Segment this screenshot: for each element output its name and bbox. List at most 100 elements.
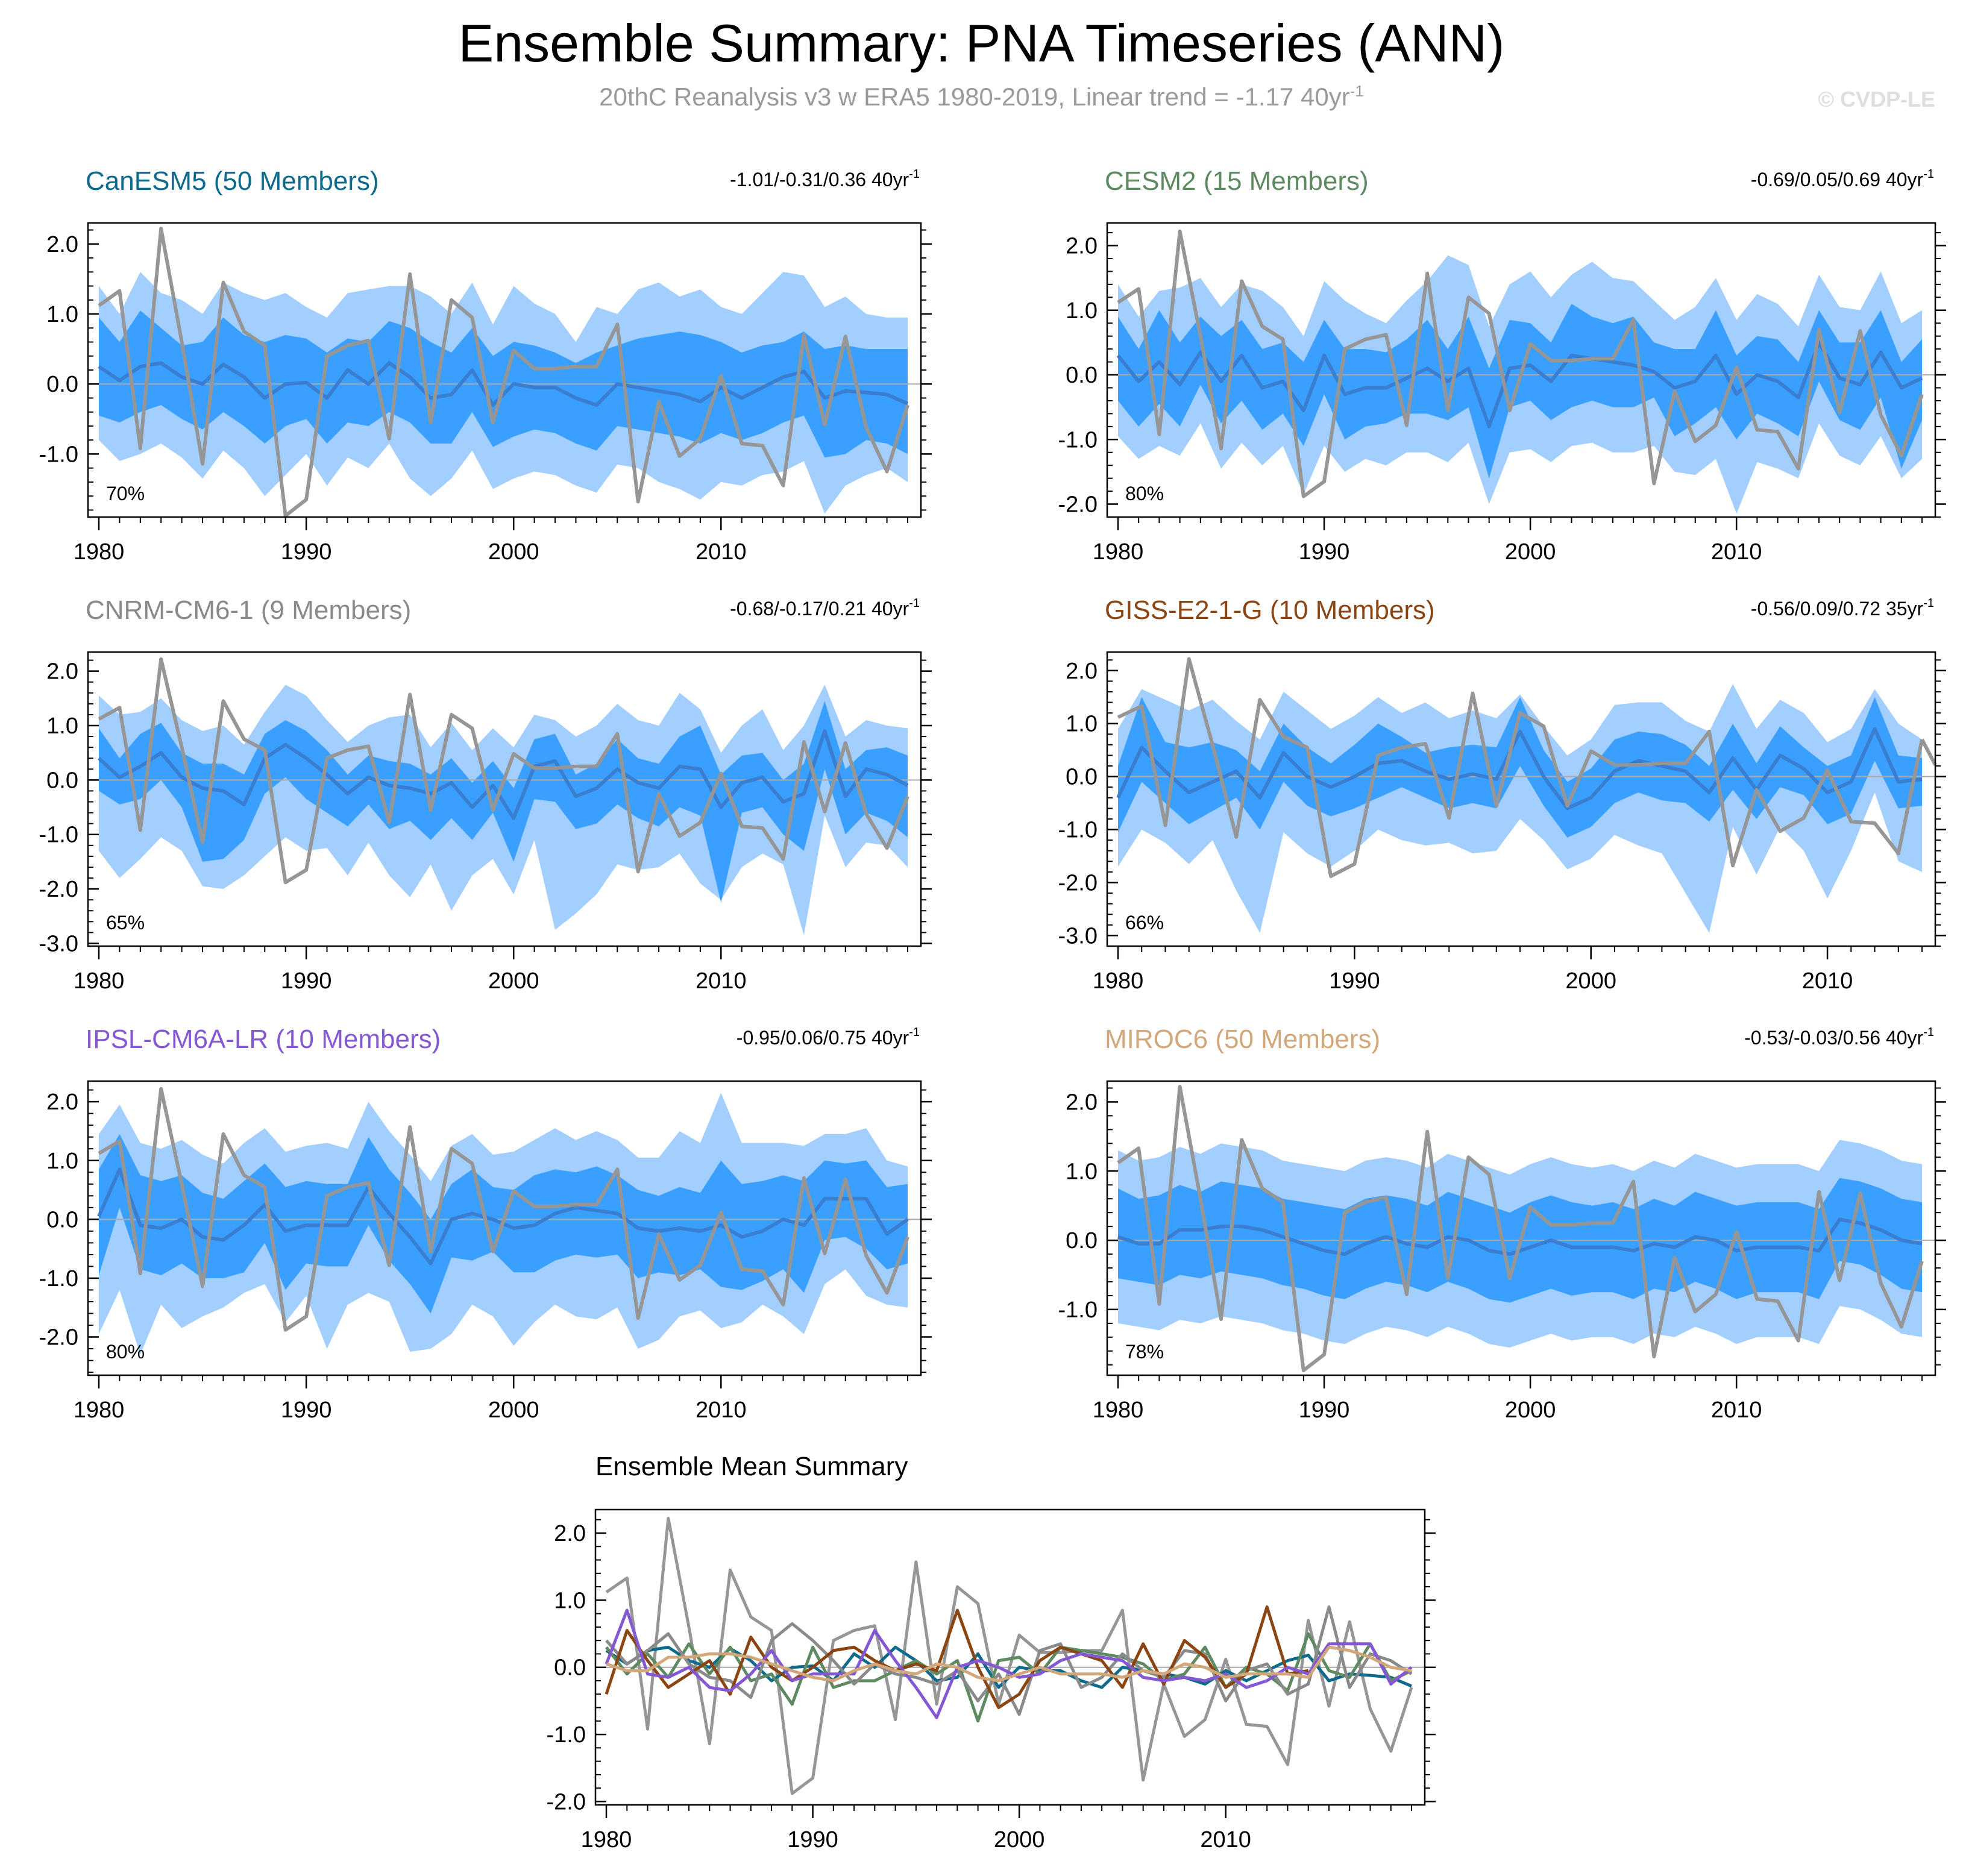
y-tick-label: -3.0 (39, 931, 78, 956)
ensemble-mean-line (1116, 340, 1923, 428)
y-tick-label: -1.0 (1058, 1297, 1098, 1323)
chart-panel-miroc6: MIROC6 (50 Members) -0.53/-0.03/0.56 40yr… (1058, 1024, 1946, 1423)
percent-label: 66% (1125, 912, 1164, 933)
trend-range-value: -1.01/-0.31/0.36 40yr (730, 169, 909, 190)
percent-label: 65% (106, 912, 145, 933)
panel-title: CanESM5 (50 Members) (86, 166, 379, 196)
watermark: © CVDP-LE (1818, 87, 1935, 111)
observation-line (1117, 229, 1924, 498)
y-tick-label: -2.0 (1058, 870, 1098, 896)
x-tick-label: 1990 (281, 1398, 332, 1423)
panel-title: CESM2 (15 Members) (1105, 166, 1369, 196)
chart-panel-cnrm: CNRM-CM6-1 (9 Members) -0.68/-0.17/0.21 4… (39, 595, 932, 994)
y-tick-label: -1.0 (547, 1722, 586, 1748)
chart-panel-ensemble-mean: Ensemble Mean Summary -2.0 -1.0 0.0 1.0 2.0 19… (547, 1452, 1436, 1852)
trend-range-value: -0.53/-0.03/0.56 40yr (1744, 1027, 1923, 1049)
percent-label: 80% (106, 1341, 145, 1363)
y-tick-label: 2.0 (1066, 234, 1098, 259)
chart-panel-ipsl: IPSL-CM6A-LR (10 Members) -0.95/0.06/0.75… (39, 1024, 932, 1423)
trend-range-label: -0.95/0.06/0.75 40yr-1 (737, 1026, 920, 1049)
y-tick-label: -2.0 (1058, 492, 1098, 518)
y-tick-label: 0.0 (46, 1207, 78, 1232)
x-tick-label: 1980 (1093, 968, 1144, 994)
x-tick-label: 2000 (1505, 539, 1556, 565)
ensemble-mean-line (98, 361, 909, 407)
x-tick-label: 1990 (281, 539, 332, 565)
y-tick-label: 0.0 (46, 372, 78, 397)
y-tick-label: 2.0 (46, 1090, 78, 1115)
x-tick-label: 1980 (581, 1827, 632, 1852)
plot-frame (87, 1080, 922, 1376)
y-tick-label: 1.0 (1066, 1159, 1098, 1184)
subtitle-exponent: -1 (1349, 82, 1364, 100)
ensemble-mean-line (1117, 1217, 1923, 1256)
trend-range-label: -0.56/0.09/0.72 35yr-1 (1751, 597, 1934, 620)
trend-range-label: -1.01/-0.31/0.36 40yr-1 (730, 168, 920, 190)
plot-frame (1106, 222, 1936, 518)
figure-subtitle: 20thC Reanalysis v3 w ERA5 1980-2019, Li… (0, 82, 1963, 111)
trend-range-value: -0.56/0.09/0.72 35yr (1751, 598, 1924, 620)
y-tick-label: -3.0 (1058, 923, 1098, 949)
x-tick-label: 1990 (1329, 968, 1380, 994)
y-tick-label: -2.0 (39, 1325, 78, 1351)
plot-frame (87, 651, 922, 947)
observation-line (98, 227, 909, 518)
trend-range-exponent: -1 (909, 1026, 920, 1039)
panel-title: Ensemble Mean Summary (595, 1452, 908, 1481)
x-tick-label: 2000 (1565, 968, 1616, 994)
x-tick-label: 2010 (696, 1398, 747, 1423)
plot-frame (1106, 651, 1936, 947)
x-tick-label: 1990 (281, 968, 332, 994)
spread-band-inner (1118, 304, 1922, 478)
x-tick-label: 2000 (488, 1398, 539, 1423)
trend-range-exponent: -1 (909, 168, 920, 181)
y-tick-label: 2.0 (1066, 659, 1098, 684)
trend-range-label: -0.69/0.05/0.69 40yr-1 (1751, 168, 1934, 190)
trend-range-value: -0.95/0.06/0.75 40yr (737, 1027, 909, 1049)
y-tick-label: 0.0 (1066, 765, 1098, 790)
plot-frame (594, 1508, 1426, 1806)
x-tick-label: 1990 (787, 1827, 838, 1852)
plot-frame (1106, 1080, 1936, 1376)
observation-line (1117, 657, 1924, 878)
x-tick-label: 1980 (74, 1398, 125, 1423)
x-tick-label: 1980 (74, 968, 125, 994)
trend-range-exponent: -1 (1923, 597, 1934, 610)
x-tick-label: 2010 (1200, 1827, 1251, 1852)
x-tick-label: 1990 (1299, 1398, 1350, 1423)
percent-label: 78% (1125, 1341, 1164, 1363)
x-tick-label: 2000 (488, 539, 539, 565)
x-tick-label: 2010 (1802, 968, 1853, 994)
y-tick-label: 1.0 (46, 302, 78, 327)
trend-range-exponent: -1 (1923, 168, 1934, 181)
ensemble-mean-line-cnrm (605, 1605, 1413, 1716)
y-tick-label: 1.0 (554, 1588, 586, 1613)
trend-range-label: -0.68/-0.17/0.21 40yr-1 (730, 597, 920, 620)
chart-panel-giss: GISS-E2-1-G (10 Members) -0.56/0.09/0.72 … (1058, 595, 1946, 994)
x-tick-label: 2010 (1711, 1398, 1762, 1423)
ensemble-mean-line-miroc6 (606, 1645, 1412, 1683)
y-tick-label: 2.0 (1066, 1090, 1098, 1115)
y-tick-label: -1.0 (1058, 818, 1098, 843)
y-tick-label: 1.0 (1066, 712, 1098, 737)
panel-title: MIROC6 (50 Members) (1105, 1024, 1380, 1054)
y-tick-label: -1.0 (39, 823, 78, 848)
observation-line (1117, 1085, 1924, 1372)
x-tick-label: 1990 (1299, 539, 1350, 565)
x-tick-label: 1980 (1093, 1398, 1144, 1423)
y-tick-label: 1.0 (46, 1149, 78, 1174)
ensemble-mean-line-giss (605, 1605, 1309, 1709)
x-tick-label: 2010 (696, 968, 747, 994)
panel-title: GISS-E2-1-G (10 Members) (1105, 595, 1435, 625)
observation-line (98, 1087, 909, 1332)
y-tick-label: 0.0 (46, 768, 78, 793)
trend-range-exponent: -1 (909, 597, 920, 610)
y-tick-label: -1.0 (39, 442, 78, 467)
percent-label: 70% (106, 483, 145, 504)
x-tick-label: 2010 (696, 539, 747, 565)
trend-range-value: -0.68/-0.17/0.21 40yr (730, 598, 909, 620)
y-tick-label: 2.0 (46, 659, 78, 685)
y-tick-label: 0.0 (554, 1655, 586, 1681)
panel-title: IPSL-CM6A-LR (10 Members) (86, 1024, 441, 1054)
